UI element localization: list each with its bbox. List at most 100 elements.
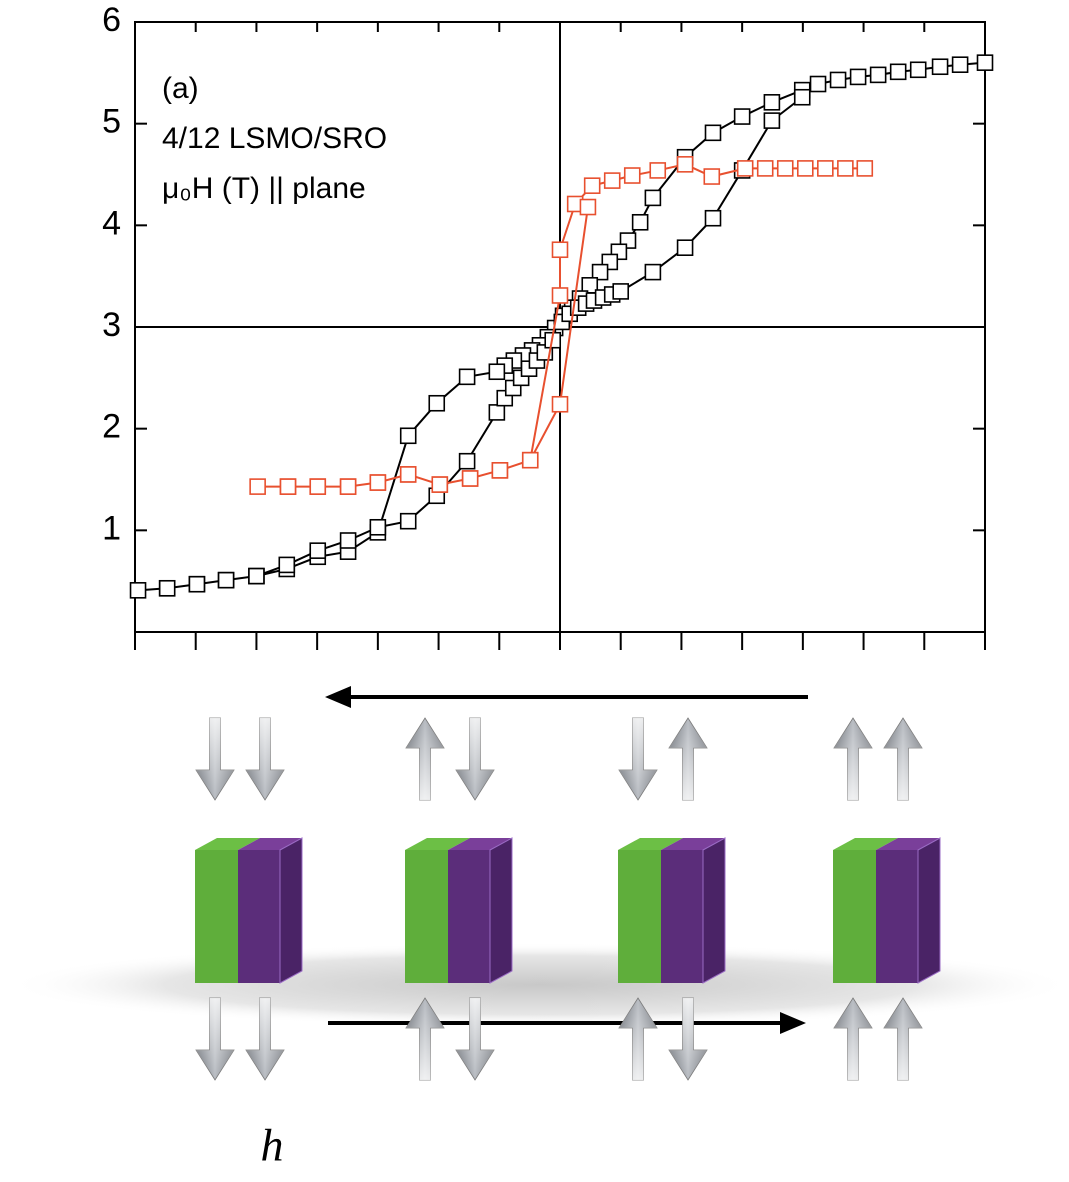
block-green xyxy=(833,850,876,983)
spin-arrow-fade xyxy=(456,998,494,1080)
marker xyxy=(458,452,476,470)
spin-arrow-fade xyxy=(246,998,284,1080)
marker xyxy=(733,108,751,125)
spin-arrow-fade xyxy=(884,998,922,1080)
marker xyxy=(676,239,694,256)
y-tick-label: 5 xyxy=(102,103,121,141)
marker xyxy=(583,177,601,194)
block-top-green xyxy=(833,838,898,850)
y-tick-label: 1 xyxy=(102,509,121,547)
annotation: μ₀H (T) || plane xyxy=(162,172,366,205)
block-side xyxy=(279,837,303,984)
marker xyxy=(399,466,417,483)
block-top-purple xyxy=(448,838,512,850)
marker xyxy=(339,478,357,495)
spin-arrow-fade xyxy=(834,718,872,800)
annotation: 4/12 LSMO/SRO xyxy=(162,122,387,155)
y-tick-label: 6 xyxy=(102,1,121,39)
spin-arrow-fade xyxy=(196,998,234,1080)
y-tick-label: 3 xyxy=(102,306,121,344)
marker xyxy=(488,404,506,421)
y-tick-label: 4 xyxy=(102,204,121,242)
marker xyxy=(339,532,357,549)
block-top-purple xyxy=(876,838,940,850)
marker xyxy=(551,241,569,259)
marker xyxy=(776,160,794,177)
marker xyxy=(951,56,969,74)
marker xyxy=(612,283,630,300)
marker xyxy=(461,470,479,487)
block-top-purple xyxy=(661,838,725,850)
marker xyxy=(129,582,147,599)
marker xyxy=(909,61,927,79)
marker xyxy=(649,162,667,179)
sweep-arrow-head xyxy=(780,1012,806,1034)
marker xyxy=(931,58,949,76)
marker xyxy=(763,94,781,111)
spin-arrow-fade xyxy=(406,718,444,800)
marker xyxy=(644,263,662,281)
marker xyxy=(158,579,176,597)
block-purple xyxy=(876,850,918,983)
marker xyxy=(458,368,476,386)
marker xyxy=(829,71,847,89)
block-side xyxy=(702,837,726,984)
block-purple xyxy=(661,850,703,983)
sweep-arrow-head xyxy=(325,686,351,708)
marker xyxy=(976,54,994,71)
block-top-green xyxy=(195,838,260,850)
y-tick-label: 2 xyxy=(102,408,121,446)
field-label: h xyxy=(261,1120,284,1171)
marker xyxy=(796,160,814,177)
block-top-purple xyxy=(238,838,302,850)
marker xyxy=(521,451,539,469)
marker xyxy=(809,75,827,93)
marker xyxy=(889,63,907,81)
marker xyxy=(309,478,327,495)
marker xyxy=(676,156,694,173)
block-top-green xyxy=(618,838,683,850)
marker xyxy=(248,567,265,585)
marker xyxy=(399,512,417,530)
marker xyxy=(369,474,387,491)
spin-arrow-fade xyxy=(619,718,657,800)
marker xyxy=(217,571,235,589)
spin-arrow-fade xyxy=(669,998,707,1080)
marker xyxy=(488,363,506,381)
marker xyxy=(703,168,721,185)
marker xyxy=(279,478,297,495)
marker xyxy=(644,189,662,207)
marker xyxy=(631,213,649,231)
marker xyxy=(763,112,781,129)
marker xyxy=(623,167,641,184)
marker xyxy=(704,209,722,227)
block-purple xyxy=(238,850,280,983)
spin-arrow-fade xyxy=(406,998,444,1080)
marker xyxy=(551,395,569,413)
block-green xyxy=(405,850,448,983)
marker xyxy=(399,427,417,445)
annotation: (a) xyxy=(162,72,199,105)
marker xyxy=(428,394,446,412)
block-green xyxy=(618,850,661,983)
block-side xyxy=(489,837,513,984)
marker xyxy=(704,124,722,142)
marker xyxy=(736,160,754,177)
spin-arrow-fade xyxy=(619,998,657,1080)
marker xyxy=(856,160,874,177)
marker xyxy=(551,287,569,304)
spin-arrow-fade xyxy=(884,718,922,800)
spin-arrow-fade xyxy=(834,998,872,1080)
spin-arrow-fade xyxy=(246,718,284,800)
marker xyxy=(491,462,509,479)
block-purple xyxy=(448,850,490,983)
marker xyxy=(756,160,774,177)
marker xyxy=(837,160,854,177)
spin-arrow-fade xyxy=(456,718,494,800)
block-side xyxy=(917,837,941,984)
marker xyxy=(817,160,834,177)
marker xyxy=(369,518,387,536)
block-green xyxy=(195,850,238,983)
marker xyxy=(603,172,621,189)
